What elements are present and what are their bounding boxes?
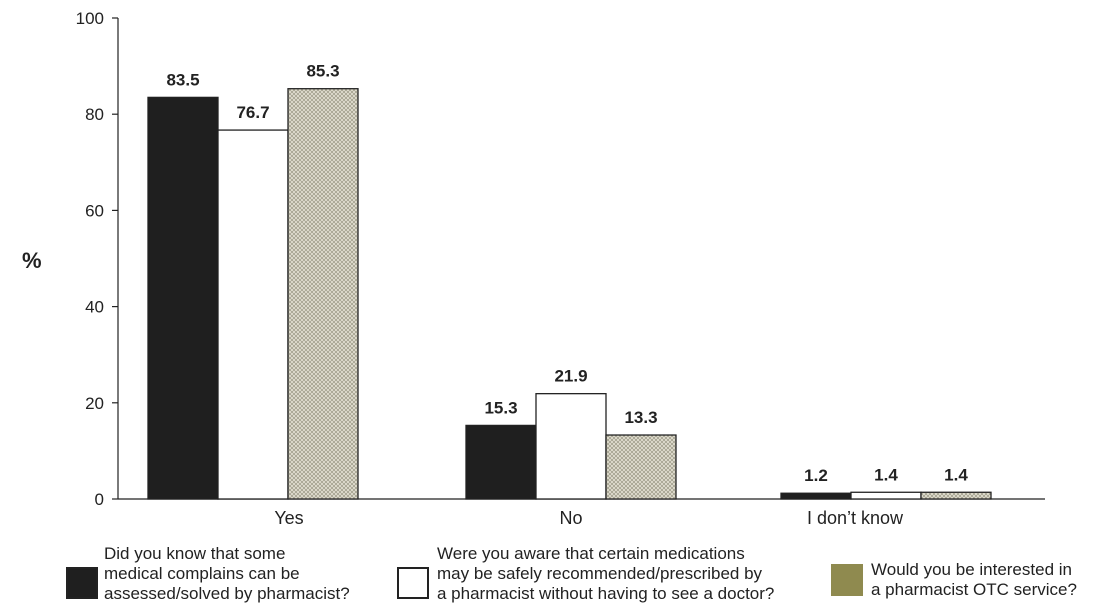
legend-swatch-series-2 — [397, 567, 429, 599]
bar-2-0 — [217, 129, 289, 500]
data-label: 1.2 — [804, 466, 828, 485]
legend-label-series-1: Did you know that some medical complains… — [104, 544, 350, 603]
y-axis-label: % — [22, 248, 42, 273]
bar-2-1 — [535, 393, 607, 500]
data-label: 76.7 — [236, 103, 269, 122]
y-tick-label: 100 — [76, 9, 104, 28]
x-tick-label: No — [559, 508, 582, 525]
legend-label-series-3: Would you be interested in a pharmacist … — [871, 560, 1077, 599]
bar-1-0 — [147, 96, 219, 500]
x-tick-label: Yes — [274, 508, 303, 525]
data-label: 85.3 — [306, 62, 339, 81]
y-tick-label: 80 — [85, 105, 104, 124]
legend-item-series-1: Did you know that some medical complains… — [66, 544, 350, 604]
bar-1-1 — [465, 424, 537, 500]
bar-3-2 — [920, 491, 992, 500]
data-label: 1.4 — [944, 465, 968, 484]
bar-2-2 — [850, 491, 922, 500]
bar-chart: 0 20 40 60 80 100% Yes No I don’t know 83.5 76.7 8… — [22, 9, 1045, 525]
data-label: 15.3 — [484, 398, 517, 417]
y-tick-label: 0 — [95, 490, 104, 509]
data-label: 21.9 — [554, 367, 587, 386]
data-label: 83.5 — [166, 70, 199, 89]
bar-1-2 — [780, 492, 852, 500]
legend-item-series-3: Would you be interested in a pharmacist … — [831, 560, 1077, 600]
y-tick-label: 20 — [85, 394, 104, 413]
data-label: 1.4 — [874, 465, 898, 484]
bar-3-0 — [287, 88, 359, 500]
y-tick-label: 40 — [85, 298, 104, 317]
bar-3-1 — [605, 434, 677, 500]
legend-swatch-series-3 — [831, 564, 863, 596]
legend-item-series-2: Were you aware that certain medications … — [397, 544, 774, 604]
x-tick-label: I don’t know — [807, 508, 904, 525]
y-tick-label: 60 — [85, 201, 104, 220]
legend-swatch-series-1 — [66, 567, 98, 599]
legend-label-series-2: Were you aware that certain medications … — [437, 544, 775, 603]
data-label: 13.3 — [624, 408, 657, 427]
